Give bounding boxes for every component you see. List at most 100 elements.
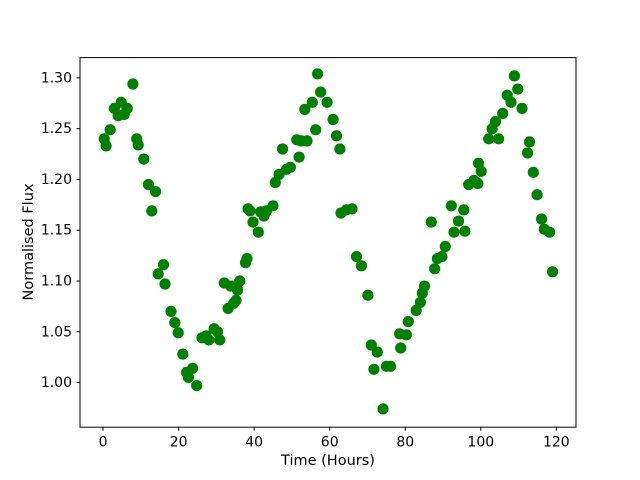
data-point <box>150 186 162 198</box>
data-point <box>350 251 363 263</box>
data-point <box>459 225 471 237</box>
x-tick-label: 120 <box>543 435 570 451</box>
data-point <box>489 116 502 128</box>
data-point <box>234 275 246 287</box>
data-point <box>384 360 397 372</box>
data-point <box>527 166 539 178</box>
data-point <box>472 177 484 190</box>
y-tick-label: 1.05 <box>41 324 72 340</box>
data-point <box>544 226 556 238</box>
data-point <box>445 200 457 212</box>
data-point <box>293 151 305 163</box>
data-point <box>516 102 528 114</box>
data-point <box>436 251 448 263</box>
data-point <box>299 103 311 115</box>
data-point <box>355 260 367 272</box>
data-point <box>418 280 431 292</box>
data-point <box>315 86 327 98</box>
data-point <box>522 147 534 159</box>
x-axis-label: Time (Hours) <box>281 453 375 469</box>
data-point <box>505 96 517 108</box>
data-point <box>214 334 226 346</box>
data-point <box>127 78 139 90</box>
data-point <box>172 327 184 339</box>
y-tick-label: 1.20 <box>41 172 72 188</box>
data-point <box>371 346 383 358</box>
data-point <box>138 153 150 165</box>
data-point <box>306 96 318 108</box>
x-tick-label: 20 <box>170 435 188 451</box>
data-point <box>368 363 380 375</box>
y-tick-label: 1.10 <box>41 273 72 289</box>
data-point <box>483 133 495 145</box>
data-point <box>321 96 333 108</box>
data-point <box>536 213 548 225</box>
data-point <box>187 362 199 374</box>
data-point <box>448 226 460 238</box>
data-point <box>203 334 215 346</box>
data-point <box>159 278 171 290</box>
data-point <box>252 226 264 238</box>
data-point <box>312 68 324 80</box>
data-point <box>244 205 256 217</box>
data-point <box>377 403 389 415</box>
data-point <box>414 296 426 308</box>
data-point <box>100 140 112 152</box>
y-tick-label: 1.15 <box>41 223 72 239</box>
data-point <box>310 124 322 136</box>
data-point <box>395 342 407 354</box>
data-point <box>247 216 259 228</box>
data-point <box>284 161 296 173</box>
data-point <box>104 124 116 136</box>
y-tick-label: 1.30 <box>41 70 72 86</box>
data-point <box>157 259 170 271</box>
data-point <box>177 348 189 360</box>
data-point <box>547 266 559 278</box>
y-axis-label: Normalised Flux <box>21 183 37 301</box>
data-point <box>452 215 465 227</box>
x-tick-label: 60 <box>321 435 339 451</box>
data-point <box>512 83 524 95</box>
data-point <box>182 371 194 383</box>
y-tick-label: 1.25 <box>41 121 72 137</box>
data-point <box>276 143 289 155</box>
data-point <box>334 143 346 155</box>
data-point <box>191 380 203 392</box>
data-point <box>142 178 154 191</box>
data-point <box>523 136 536 148</box>
data-point <box>458 204 470 216</box>
data-point <box>132 139 144 151</box>
data-point <box>267 200 279 212</box>
x-tick-label: 80 <box>396 435 414 451</box>
data-point <box>402 316 414 328</box>
x-tick-label: 100 <box>467 435 494 451</box>
data-point <box>400 329 412 341</box>
data-point <box>531 189 543 201</box>
x-tick-label: 40 <box>245 435 263 451</box>
x-tick-label: 0 <box>99 435 108 451</box>
data-point <box>152 268 164 280</box>
data-point <box>439 240 451 253</box>
data-point <box>146 205 158 217</box>
data-point <box>475 165 487 177</box>
y-tick-label: 1.00 <box>41 375 72 391</box>
data-point <box>425 216 437 228</box>
axes-frame <box>79 57 577 428</box>
data-point <box>493 133 505 145</box>
data-point <box>230 294 242 306</box>
data-point <box>169 317 181 329</box>
data-point <box>121 102 133 114</box>
data-point <box>241 253 253 265</box>
data-point <box>429 263 441 275</box>
data-point <box>327 113 339 126</box>
data-point <box>301 135 313 147</box>
data-point <box>165 305 177 317</box>
data-point <box>497 107 509 119</box>
data-point <box>346 203 358 215</box>
data-point <box>508 70 520 82</box>
data-point <box>330 130 343 142</box>
data-point <box>362 289 374 301</box>
data-point <box>231 284 244 296</box>
